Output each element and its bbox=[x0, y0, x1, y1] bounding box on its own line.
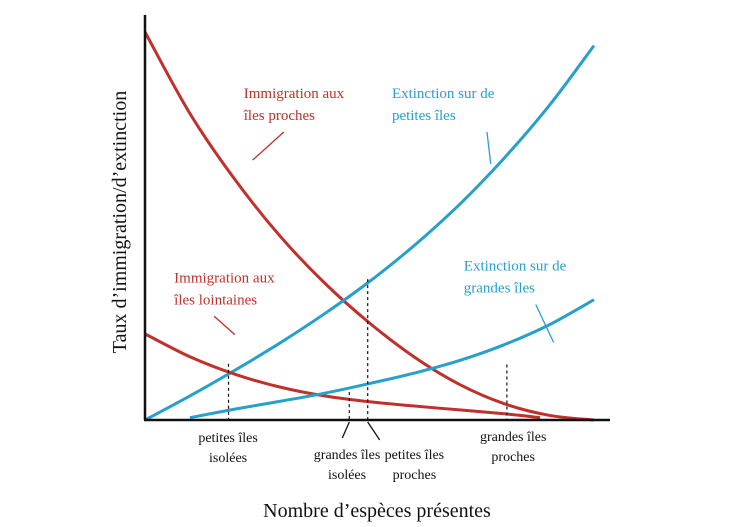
series-line-0 bbox=[143, 31, 595, 422]
equilibrium-label-2: petites îles proches bbox=[385, 448, 445, 483]
series-label-1-line-0: Extinction sur de bbox=[392, 86, 495, 102]
y-axis-label: Taux d’immigration/d’extinction bbox=[109, 91, 131, 353]
series-leader-3 bbox=[535, 304, 555, 343]
series-label-1: Extinction sur de petites îles bbox=[392, 86, 495, 124]
equilibrium-label-0-line-1: isolées bbox=[209, 451, 247, 466]
equilibrium-label-0: petites îles isolées bbox=[198, 431, 258, 466]
equilibrium-label-3-line-0: grandes îles bbox=[480, 430, 546, 445]
series-labels: Immigration aux îles proches Extinction su… bbox=[173, 86, 566, 308]
series-label-3: Extinction sur de grandes îles bbox=[464, 259, 567, 297]
label-leaders bbox=[213, 131, 555, 343]
equilibrium-label-1: grandes îles isolées bbox=[314, 448, 380, 483]
series-label-1-line-1: petites îles bbox=[392, 108, 456, 124]
equilibrium-labels: petites îles isolées grandes îles isoléespe… bbox=[198, 430, 546, 483]
series-label-2-line-1: îles lointaines bbox=[173, 292, 257, 308]
series-label-0: Immigration aux îles proches bbox=[243, 86, 345, 124]
series-line-2 bbox=[144, 332, 541, 420]
series-label-2-line-0: Immigration aux bbox=[174, 270, 275, 286]
series-label-0-line-1: îles proches bbox=[243, 108, 315, 124]
equilibrium-pointer-2 bbox=[367, 421, 381, 441]
equilibrium-label-2-line-0: petites îles bbox=[385, 448, 445, 463]
equilibrium-pointer-1 bbox=[341, 421, 350, 439]
equilibrium-label-0-line-0: petites îles bbox=[198, 431, 258, 446]
series-leader-1 bbox=[486, 131, 492, 164]
series-line-1 bbox=[144, 44, 596, 422]
series-line-3 bbox=[189, 298, 595, 420]
curves-layer bbox=[143, 31, 596, 422]
series-label-3-line-1: grandes îles bbox=[464, 281, 535, 297]
series-label-3-line-0: Extinction sur de bbox=[464, 259, 567, 275]
equilibrium-dropdowns bbox=[227, 279, 508, 441]
series-label-2: Immigration aux îles lointaines bbox=[173, 270, 275, 308]
equilibrium-label-3: grandes îles proches bbox=[480, 430, 546, 465]
series-leader-0 bbox=[252, 131, 285, 161]
equilibrium-label-3-line-1: proches bbox=[491, 450, 535, 465]
series-label-0-line-0: Immigration aux bbox=[244, 86, 345, 102]
equilibrium-label-1-line-0: grandes îles bbox=[314, 448, 380, 463]
x-axis-label: Nombre d’espèces présentes bbox=[263, 500, 491, 522]
series-leader-2 bbox=[213, 315, 236, 336]
equilibrium-label-1-line-1: isolées bbox=[328, 468, 366, 483]
equilibrium-label-2-line-1: proches bbox=[393, 468, 437, 483]
